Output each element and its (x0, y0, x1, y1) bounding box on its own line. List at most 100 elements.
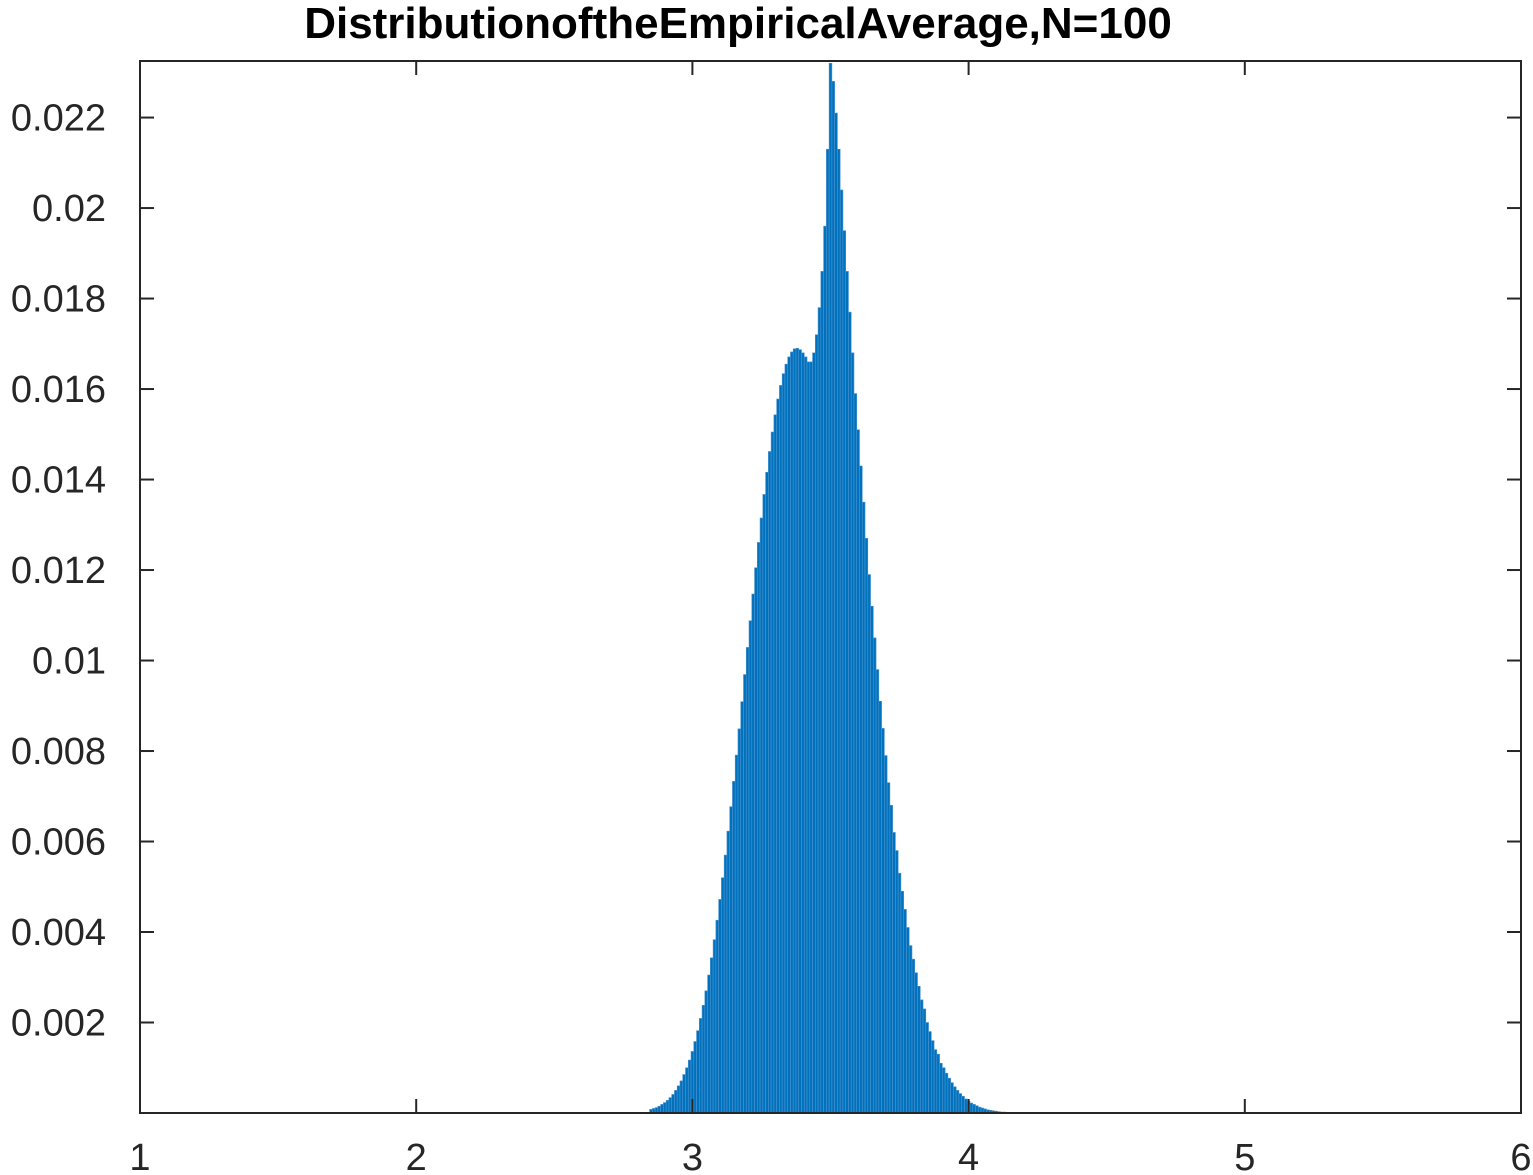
histogram-bar (812, 352, 816, 1114)
histogram-bar (895, 850, 899, 1114)
histogram-bar (925, 1022, 929, 1114)
histogram-bar (759, 517, 764, 1114)
histogram-bar (950, 1082, 954, 1114)
histogram-bar (701, 1005, 706, 1114)
histogram-bar (889, 805, 893, 1114)
histogram-bar (737, 728, 742, 1114)
histogram-bar (718, 899, 722, 1114)
histogram-bar (815, 334, 819, 1114)
histogram-bar (936, 1053, 940, 1114)
histogram-bar (779, 385, 783, 1114)
y-tick-label: 0.002 (11, 1003, 106, 1045)
histogram-bar (668, 1097, 672, 1114)
y-tick-label: 0.01 (32, 641, 106, 683)
histogram-bar (837, 148, 841, 1114)
histogram-bar (955, 1090, 960, 1114)
histogram-bar (729, 806, 733, 1114)
histogram-bar (953, 1086, 957, 1114)
histogram-bar (839, 189, 844, 1114)
histogram-bar (917, 986, 921, 1114)
histogram-bar (975, 1105, 979, 1114)
y-tick-label: 0.006 (11, 822, 106, 864)
histogram-bar (710, 957, 714, 1114)
histogram-bar (859, 465, 863, 1114)
histogram-bar (897, 872, 902, 1114)
histogram-bar (734, 754, 739, 1114)
histogram-bar (820, 271, 824, 1114)
histogram-bar (707, 974, 711, 1114)
histogram-bar (696, 1030, 700, 1114)
histogram-bar (657, 1105, 661, 1114)
histogram-bar (850, 352, 855, 1114)
histogram-bar (676, 1085, 681, 1114)
histogram-bar (875, 669, 880, 1114)
ticks-layer (139, 61, 1522, 1113)
histogram-bar (914, 972, 918, 1114)
histogram-bar (790, 351, 794, 1114)
histogram-bar (787, 356, 791, 1114)
histogram-bar (792, 348, 797, 1114)
histogram-bar (745, 647, 750, 1114)
y-tick-labels: 0.002 0.004 0.006 0.008 0.01 0.012 0.014 0.016 0… (11, 98, 106, 1045)
histogram-bar (699, 1018, 703, 1114)
histogram-bar (911, 958, 916, 1114)
histogram-bar (823, 225, 827, 1114)
histogram-bar (922, 1008, 927, 1114)
histogram-bar (751, 593, 755, 1114)
x-tick-label: 3 (682, 1137, 703, 1175)
histogram-bar (732, 781, 736, 1114)
histogram-bar (798, 349, 802, 1114)
histogram-bar (679, 1080, 684, 1114)
histogram-bar (892, 832, 896, 1114)
histogram-bar (933, 1049, 938, 1114)
histogram-bar (743, 674, 747, 1114)
y-tick-label: 0.012 (11, 550, 106, 592)
histogram-bar (754, 567, 758, 1114)
histogram-bar (861, 501, 866, 1114)
histogram-bar (942, 1067, 946, 1114)
histogram-bar (881, 728, 885, 1114)
histogram-bar (721, 877, 725, 1114)
histogram-bar (828, 62, 833, 1114)
histogram-bar (803, 356, 808, 1114)
histogram-bar (873, 637, 877, 1114)
histogram-bar (939, 1062, 943, 1114)
histogram-bar (784, 363, 788, 1114)
histogram-bar (928, 1031, 932, 1114)
histogram-bar (961, 1095, 965, 1114)
histogram-bar (944, 1072, 949, 1114)
y-tick-label: 0.014 (11, 460, 106, 502)
histogram-bar (878, 700, 882, 1114)
histogram-bar (795, 348, 800, 1114)
y-tick-label: 0.02 (32, 188, 106, 230)
histogram-bar (770, 431, 775, 1114)
histogram-bar (693, 1041, 697, 1114)
histogram-bar (757, 542, 761, 1114)
histogram-bar (831, 81, 835, 1114)
bars-layer (649, 62, 1012, 1114)
histogram-bar (715, 919, 719, 1114)
histogram-bar (663, 1102, 667, 1114)
histogram-bar (867, 574, 871, 1114)
histogram-bar (931, 1040, 935, 1114)
histogram-bar (906, 927, 910, 1114)
histogram-bar (726, 830, 730, 1114)
histogram-bar (665, 1100, 670, 1114)
histogram-bar (748, 620, 753, 1114)
histogram-bar (856, 429, 860, 1114)
histogram-bar (972, 1104, 976, 1114)
histogram-bar (674, 1090, 678, 1114)
x-tick-labels: 1 2 3 4 5 6 (129, 1137, 1531, 1175)
histogram-bar (870, 605, 874, 1114)
histogram-bar (845, 271, 849, 1114)
histogram-bar (762, 494, 766, 1114)
histogram-bar (842, 230, 846, 1114)
x-tick-label: 5 (1234, 1137, 1255, 1175)
histogram-bar (687, 1059, 692, 1114)
x-tick-label: 4 (958, 1137, 979, 1175)
histogram-bar (919, 999, 924, 1114)
histogram-bar (806, 361, 811, 1114)
histogram-bar (848, 311, 852, 1114)
y-tick-label: 0.022 (11, 98, 106, 140)
histogram-bar (801, 352, 805, 1114)
